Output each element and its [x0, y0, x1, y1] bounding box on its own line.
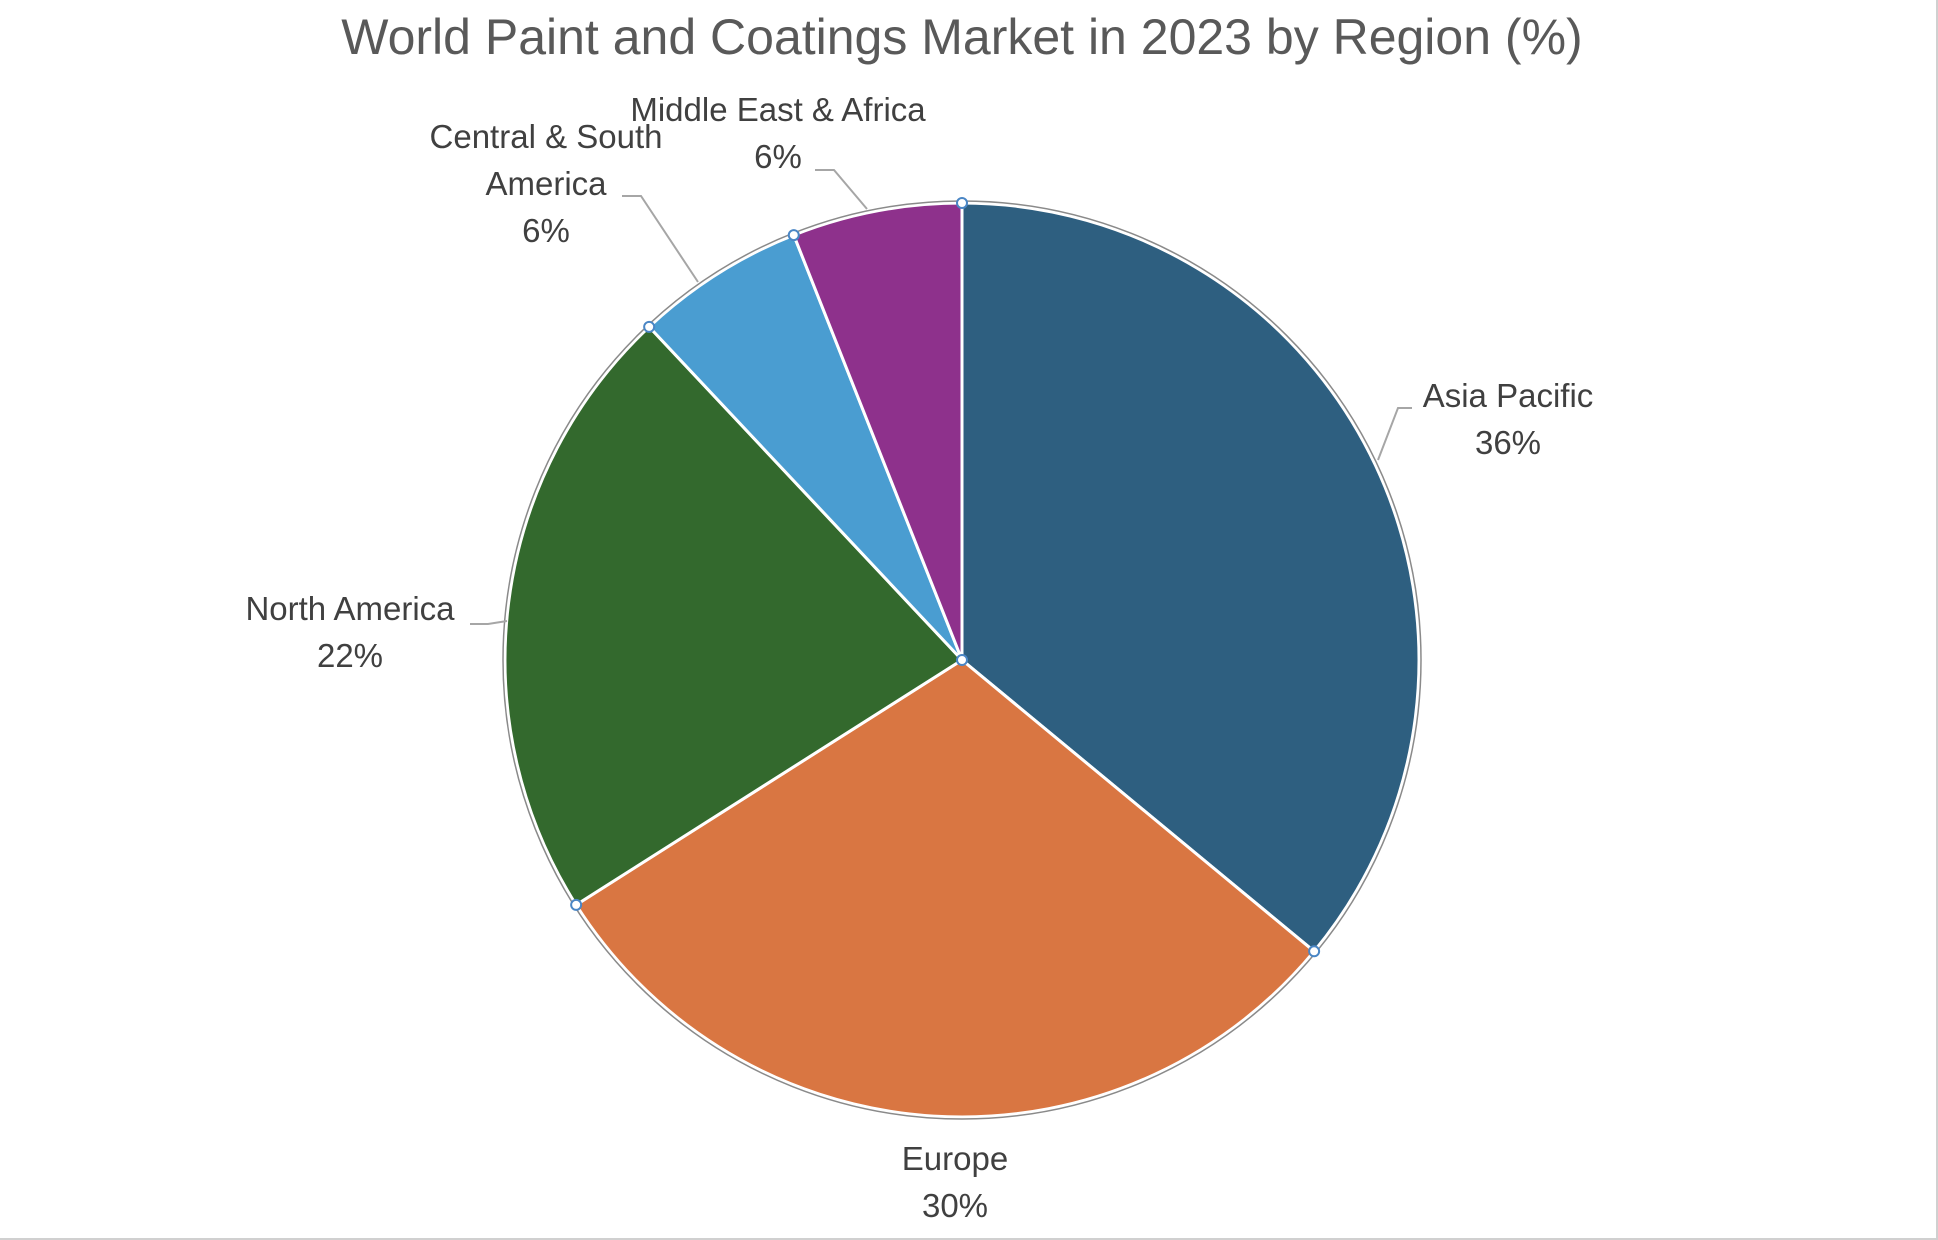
data-label-value-europe[interactable]: 30% — [922, 1187, 988, 1224]
data-label-value-north-america[interactable]: 22% — [317, 637, 383, 674]
leader-line-middle-east-and-africa — [815, 169, 868, 210]
data-label-value-asia-pacific[interactable]: 36% — [1475, 424, 1541, 461]
pie-slices — [502, 200, 1422, 1120]
data-label-category-europe[interactable]: Europe — [902, 1140, 1008, 1177]
data-label-category-central-and-south-america[interactable]: America — [485, 165, 607, 202]
leader-line-asia-pacific — [1377, 407, 1412, 461]
selection-handle[interactable] — [1308, 945, 1321, 958]
chart-title: World Paint and Coatings Market in 2023 … — [341, 9, 1582, 65]
selection-handle[interactable] — [787, 229, 800, 242]
pie-slice-europe[interactable] — [574, 658, 1316, 1119]
data-label-value-middle-east-and-africa[interactable]: 6% — [754, 138, 802, 175]
selection-handle[interactable] — [956, 197, 968, 209]
leader-line-central-and-south-america — [622, 195, 699, 283]
pie-slice-north-america[interactable] — [503, 325, 964, 907]
data-label-category-middle-east-and-africa[interactable]: Middle East & Africa — [630, 91, 926, 128]
selection-handle[interactable] — [643, 320, 656, 333]
data-label-category-central-and-south-america[interactable]: Central & South — [430, 118, 663, 155]
selection-handles — [570, 197, 1321, 958]
selection-handle[interactable] — [956, 654, 968, 666]
data-label-category-north-america[interactable]: North America — [245, 590, 455, 627]
data-label-value-central-and-south-america[interactable]: 6% — [522, 212, 570, 249]
data-labels: Asia Pacific 36% Europe 30% North America 22%… — [245, 91, 1593, 1224]
selection-handle[interactable] — [570, 898, 583, 911]
pie-slice-asia-pacific[interactable] — [960, 201, 1421, 953]
data-label-category-asia-pacific[interactable]: Asia Pacific — [1423, 377, 1594, 414]
leader-line-north-america — [470, 620, 508, 625]
leader-lines — [470, 169, 1412, 625]
